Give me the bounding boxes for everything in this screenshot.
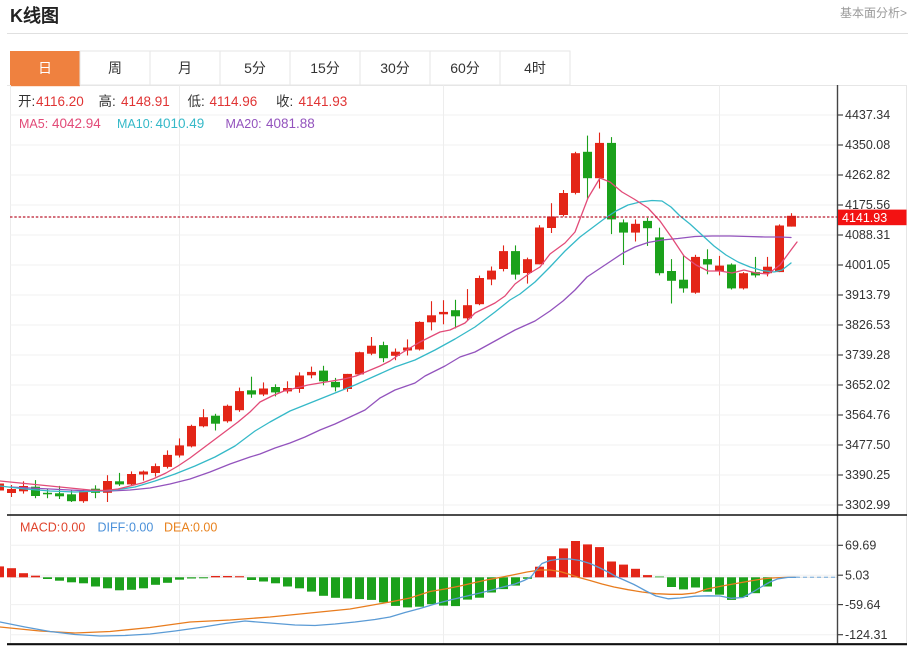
svg-text:-59.64: -59.64 [845, 598, 880, 612]
svg-text:4116.20: 4116.20 [36, 94, 84, 109]
svg-text:收:: 收: [276, 94, 293, 109]
svg-text:3652.02: 3652.02 [845, 378, 890, 392]
svg-text:4时: 4时 [524, 60, 546, 76]
svg-text:30分: 30分 [380, 60, 410, 76]
svg-text:MA5:: MA5: [19, 117, 48, 131]
svg-text:DEA:: DEA: [164, 521, 193, 535]
svg-text:3826.53: 3826.53 [845, 318, 890, 332]
svg-text:4114.96: 4114.96 [210, 94, 258, 109]
svg-text:0.00: 0.00 [61, 521, 85, 535]
svg-text:0.00: 0.00 [129, 521, 153, 535]
svg-text:3564.76: 3564.76 [845, 408, 890, 422]
svg-text:5分: 5分 [244, 60, 266, 76]
svg-text:4088.31: 4088.31 [845, 228, 890, 242]
svg-text:周: 周 [108, 60, 122, 76]
svg-text:5.03: 5.03 [845, 568, 869, 582]
svg-text:基本面分析>: 基本面分析> [840, 6, 907, 20]
svg-text:月: 月 [178, 60, 192, 76]
svg-text:日: 日 [38, 60, 52, 76]
svg-text:3302.99: 3302.99 [845, 498, 890, 512]
svg-text:4081.88: 4081.88 [266, 116, 315, 131]
svg-text:15分: 15分 [310, 60, 340, 76]
svg-text:4148.91: 4148.91 [121, 94, 170, 109]
svg-text:69.69: 69.69 [845, 539, 876, 553]
svg-text:MACD:: MACD: [20, 521, 60, 535]
svg-text:DIFF:: DIFF: [98, 521, 129, 535]
svg-text:4437.34: 4437.34 [845, 108, 890, 122]
svg-text:K线图: K线图 [10, 5, 59, 26]
svg-text:4001.05: 4001.05 [845, 258, 890, 272]
svg-text:0.00: 0.00 [193, 521, 217, 535]
svg-text:3477.50: 3477.50 [845, 438, 890, 452]
svg-text:MA10:: MA10: [117, 117, 153, 131]
svg-text:4010.49: 4010.49 [156, 116, 205, 131]
svg-text:4141.93: 4141.93 [842, 211, 887, 225]
svg-text:4262.82: 4262.82 [845, 168, 890, 182]
svg-text:低:: 低: [188, 94, 205, 109]
svg-text:60分: 60分 [450, 60, 480, 76]
svg-text:3739.28: 3739.28 [845, 348, 890, 362]
svg-text:4141.93: 4141.93 [299, 94, 348, 109]
svg-text:开:: 开: [18, 94, 35, 109]
svg-text:4350.08: 4350.08 [845, 138, 890, 152]
svg-text:-124.31: -124.31 [845, 628, 887, 642]
svg-text:4042.94: 4042.94 [52, 116, 101, 131]
svg-text:4175.56: 4175.56 [845, 198, 890, 212]
svg-text:高:: 高: [99, 93, 116, 109]
svg-text:3390.25: 3390.25 [845, 468, 890, 482]
svg-text:3913.79: 3913.79 [845, 288, 890, 302]
svg-text:MA20:: MA20: [226, 117, 262, 131]
